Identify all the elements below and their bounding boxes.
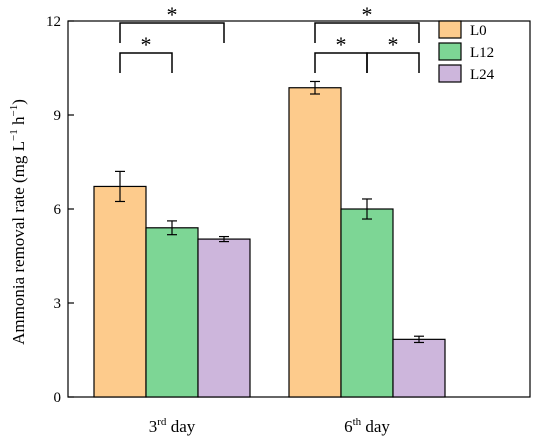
bars <box>93 80 446 398</box>
bar-l24 <box>197 238 251 398</box>
y-axis-label: Ammonia removal rate (mg L−1 h−1) <box>8 99 28 345</box>
x-axis: 3rd day 6th day <box>149 416 391 436</box>
y-axis-label-end: ) <box>9 99 28 105</box>
bar-l0 <box>288 87 342 398</box>
bar-l24 <box>392 338 446 398</box>
y-axis-label-main: Ammonia removal rate (mg L <box>9 141 28 345</box>
legend-swatch-l24 <box>438 64 462 83</box>
legend-swatch-l0 <box>438 20 462 39</box>
x-category-number: 6 <box>344 417 353 436</box>
y-tick-label: 3 <box>54 296 62 312</box>
significance-marker: * <box>167 2 178 27</box>
significance-bracket <box>119 22 225 43</box>
legend: L0 L12 L24 <box>438 20 495 83</box>
y-tick-label: 9 <box>54 108 62 124</box>
y-tick-label: 0 <box>54 390 62 406</box>
significance-marker: * <box>388 32 399 57</box>
bar-l12 <box>340 208 394 398</box>
x-category-unit: day <box>361 417 390 436</box>
legend-label-l12: L12 <box>470 45 494 61</box>
legend-label-l0: L0 <box>470 23 487 39</box>
legend-label-l24: L24 <box>470 67 495 83</box>
y-axis-label-sup2: −1 <box>8 105 20 117</box>
significance-bracket <box>119 52 173 73</box>
x-category-label: 3rd day <box>149 416 196 436</box>
y-axis-label-mid: h <box>9 116 28 129</box>
x-category-suffix: th <box>353 416 362 428</box>
significance-marker: * <box>362 2 373 27</box>
significance-marker: * <box>336 32 347 57</box>
x-category-suffix: rd <box>157 416 167 428</box>
bar-l12 <box>145 227 199 398</box>
significance-brackets: * * * * * <box>119 2 420 73</box>
significance-marker: * <box>141 32 152 57</box>
y-axis-label-sup1: −1 <box>8 129 20 141</box>
x-category-label: 6th day <box>344 416 390 436</box>
bar-l0 <box>93 185 147 398</box>
significance-bracket <box>314 22 420 43</box>
significance-bracket <box>366 52 420 73</box>
y-axis: 0 3 6 9 12 <box>46 14 74 406</box>
x-category-unit: day <box>166 417 195 436</box>
y-tick-label: 12 <box>46 14 61 30</box>
y-tick-label: 6 <box>54 202 62 218</box>
legend-swatch-l12 <box>438 42 462 61</box>
x-category-number: 3 <box>149 417 158 436</box>
